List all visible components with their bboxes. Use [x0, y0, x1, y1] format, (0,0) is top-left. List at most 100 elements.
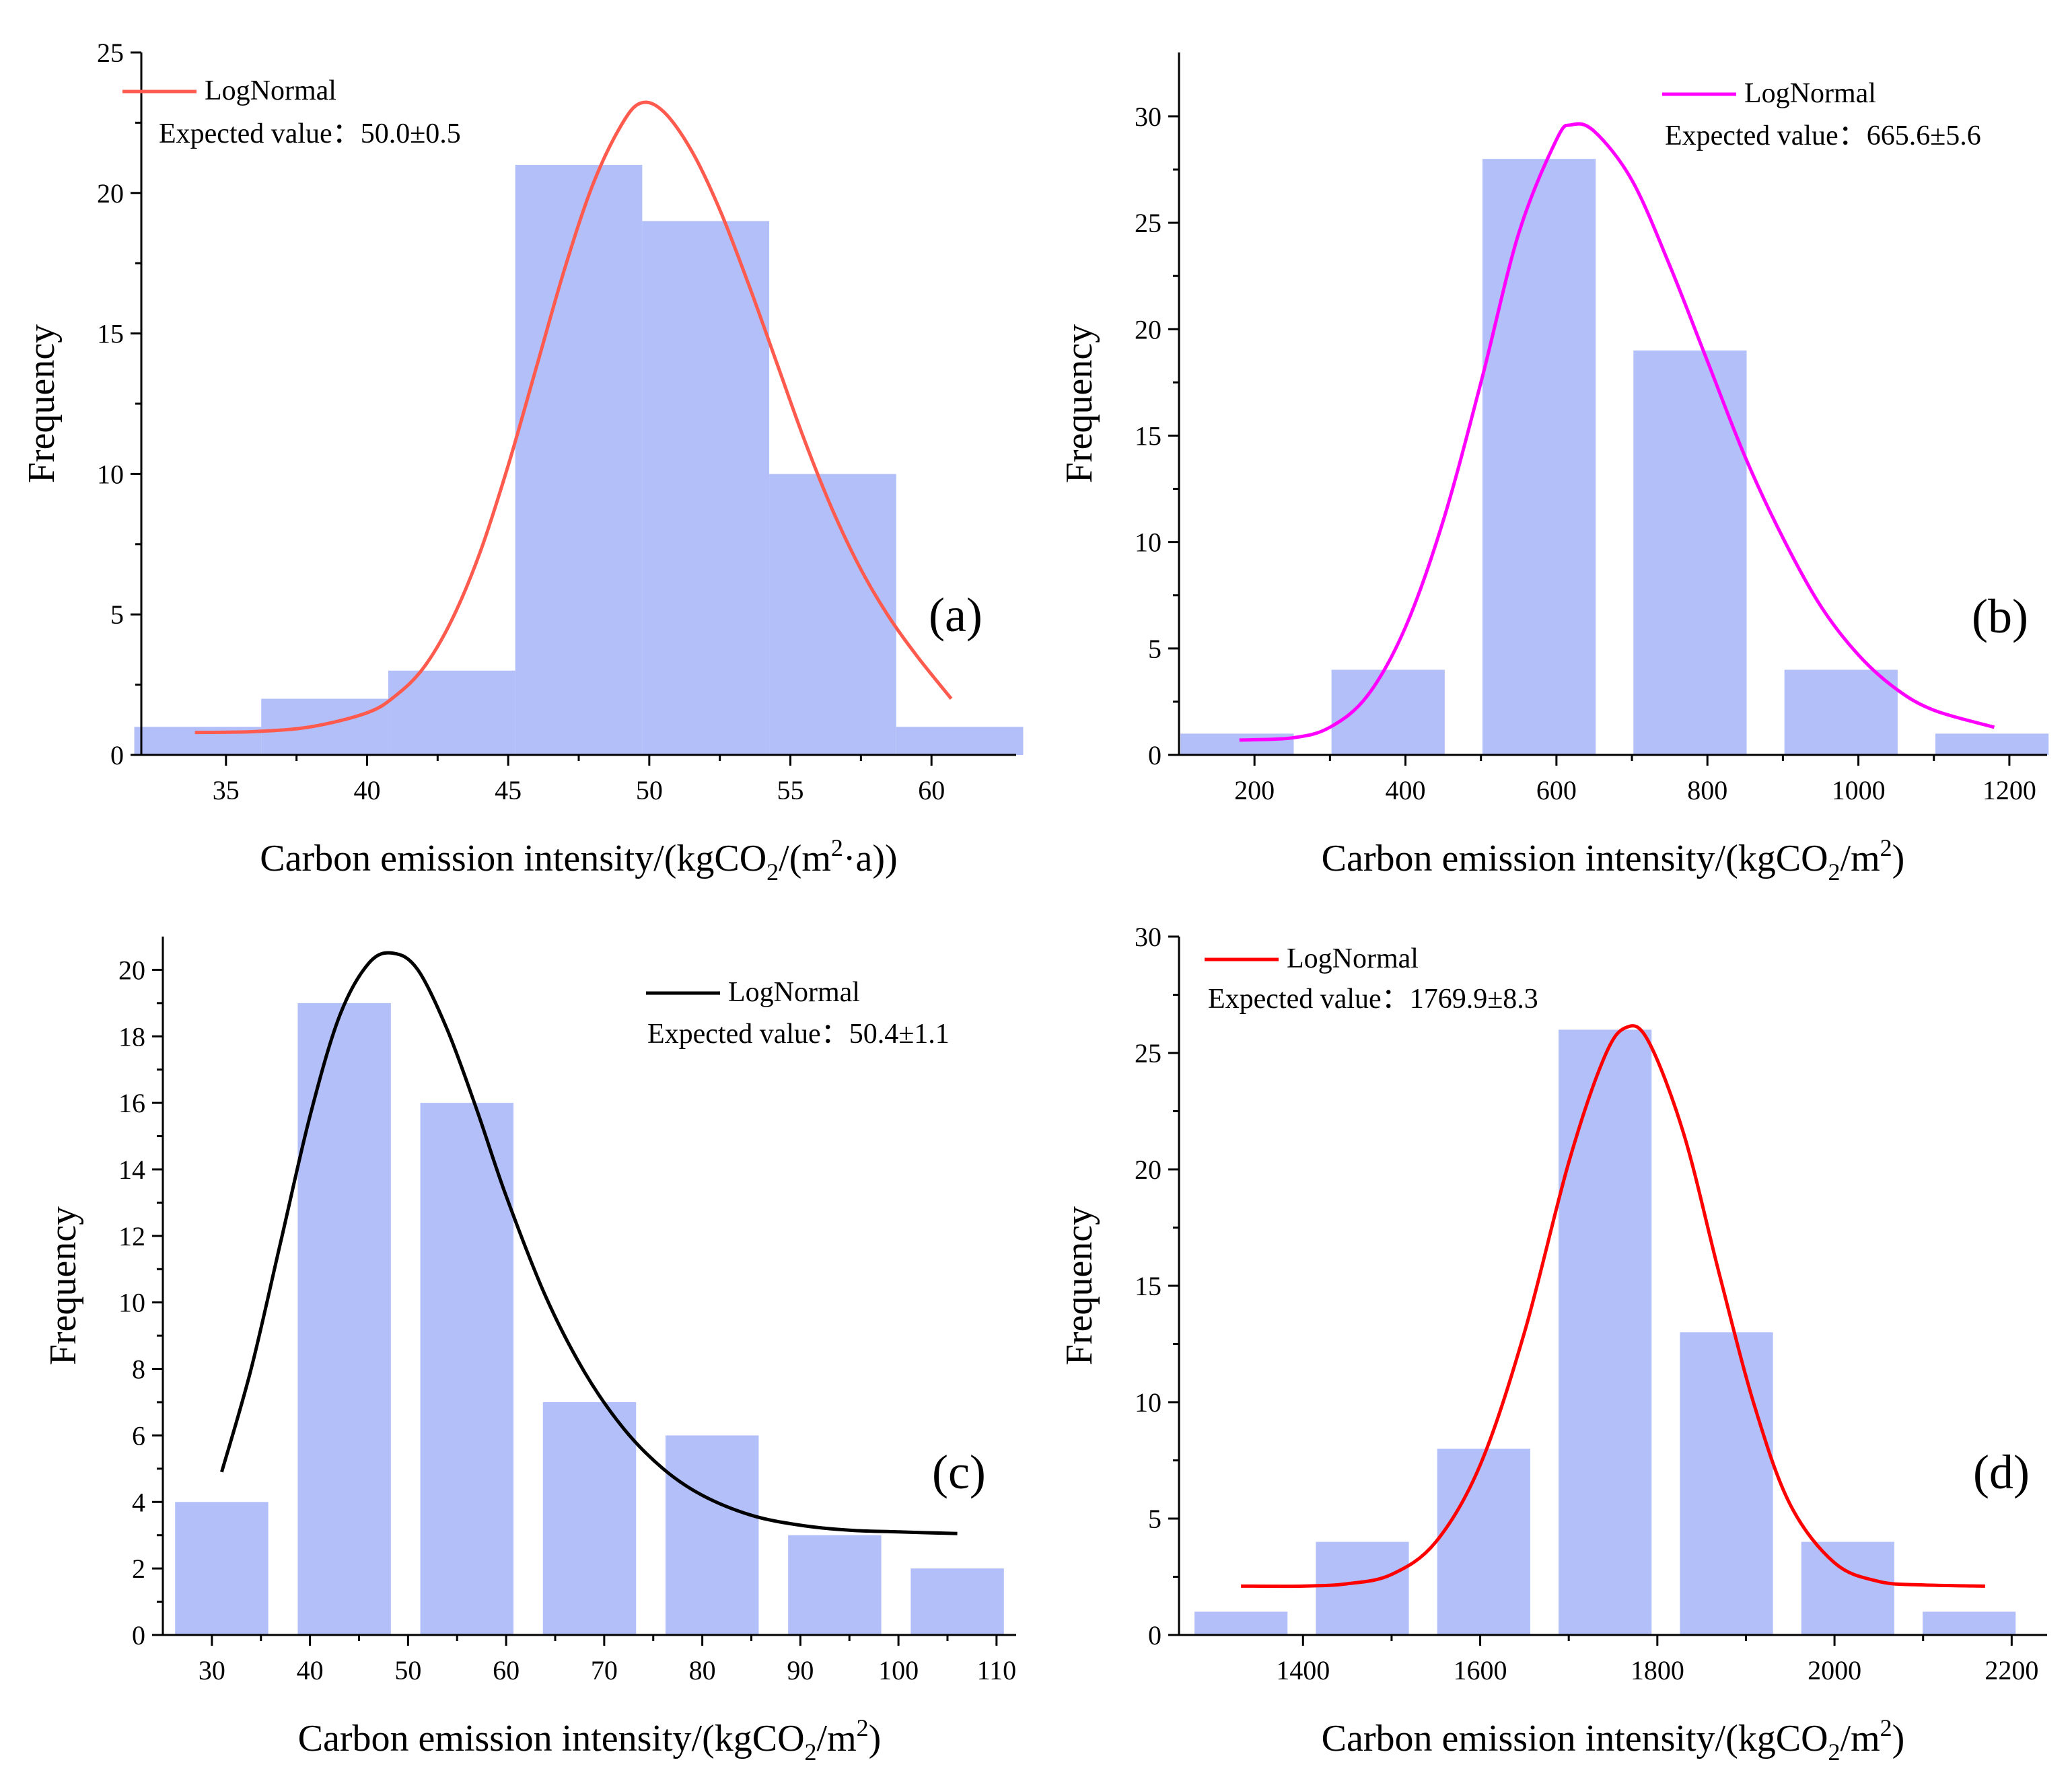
y-tick-label: 14 [118, 1155, 145, 1185]
x-axis-title: Carbon emission intensity/(kgCO2/m2) [298, 1714, 882, 1766]
y-tick-label: 20 [1135, 1155, 1162, 1185]
panel-b: 0 5 10 15 20 25 30 200 400 600 800 1000 1200 Carbon e… [1059, 52, 2049, 885]
panel-d: 0 5 10 15 20 25 30 1400 1600 1800 2000 2200 Carbon e… [1059, 922, 2047, 1766]
y-tick-label: 10 [1135, 527, 1162, 558]
histogram-bar [1331, 669, 1445, 755]
y-tick-label: 5 [1148, 634, 1162, 664]
histogram-bar [1437, 1449, 1530, 1635]
y-tick-label: 12 [118, 1221, 145, 1251]
histogram-bar [642, 221, 770, 755]
y-tick-label: 8 [132, 1354, 145, 1385]
histogram-bar [261, 698, 388, 755]
x-tick-label: 1600 [1454, 1655, 1507, 1685]
histogram-bar [1316, 1541, 1409, 1635]
histogram-bar [420, 1103, 514, 1635]
x-axis-title-part: ) [869, 1718, 882, 1759]
y-tick-label: 0 [132, 1620, 145, 1650]
y-tick-label: 15 [1135, 1271, 1162, 1301]
histogram-bar [297, 1003, 391, 1635]
x-tick-label: 50 [636, 775, 663, 805]
histogram-bar [1923, 1611, 2016, 1635]
x-tick-label: 45 [495, 775, 522, 805]
y-tick-label: 16 [118, 1088, 145, 1118]
x-tick-label: 35 [213, 775, 240, 805]
x-axis-title-subscript: 2 [1828, 859, 1841, 885]
y-tick-label: 20 [1135, 314, 1162, 344]
histogram-bar [388, 670, 515, 755]
panel-label: (b) [1972, 589, 2028, 643]
histogram-bar [1180, 733, 1294, 755]
expected-value-annotation: Expected value：50.0±0.5 [159, 118, 461, 149]
histogram-bar [1784, 669, 1898, 755]
histogram-bar [1680, 1332, 1773, 1635]
legend-label: LogNormal [1287, 943, 1419, 974]
lognormal-fit-curve [1239, 122, 1995, 742]
y-tick-label: 5 [110, 599, 124, 630]
x-tick-label: 40 [353, 775, 380, 805]
x-axis-title: Carbon emission intensity/(kgCO2/m2) [1322, 1714, 1905, 1766]
legend-label: LogNormal [205, 75, 336, 106]
x-tick-label: 1200 [1982, 775, 2036, 805]
y-axis-title: Frequency [1059, 1206, 1100, 1365]
y-tick-label: 25 [1135, 208, 1162, 238]
histogram-bar [665, 1435, 759, 1635]
x-tick-label: 50 [394, 1655, 421, 1685]
y-tick-label: 10 [118, 1288, 145, 1318]
expected-value-annotation: Expected value：665.6±5.6 [1665, 120, 1981, 151]
y-axis-title: Frequency [42, 1206, 84, 1365]
y-tick-label: 25 [97, 38, 124, 68]
y-tick-label: 15 [1135, 421, 1162, 451]
x-axis-title-superscript: 2 [1880, 834, 1892, 861]
x-axis-title-part: /(m [779, 838, 831, 879]
y-tick-label: 30 [1135, 922, 1162, 952]
x-axis-title-superscript: 2 [1880, 1714, 1892, 1741]
y-tick-label: 10 [97, 459, 124, 489]
y-tick-label: 4 [132, 1487, 145, 1517]
histogram-bar [1559, 1029, 1652, 1635]
x-tick-label: 60 [493, 1655, 520, 1685]
histogram-bar [1482, 159, 1596, 755]
panel-a: 0 5 10 15 20 25 35 40 45 50 55 60 Carbon emission in… [21, 38, 1024, 885]
panel-label: (d) [1973, 1445, 2030, 1499]
x-tick-label: 600 [1536, 775, 1577, 805]
x-axis-title-subscript: 2 [805, 1739, 817, 1766]
y-tick-label: 2 [132, 1554, 145, 1584]
x-tick-label: 40 [297, 1655, 324, 1685]
x-axis-title-part: Carbon emission intensity/(kgCO [260, 838, 766, 879]
x-tick-label: 55 [777, 775, 804, 805]
y-tick-label: 5 [1148, 1504, 1162, 1534]
x-axis-title-superscript: 2 [831, 834, 843, 861]
legend-label: LogNormal [728, 977, 860, 1008]
x-axis-title-part: Carbon emission intensity/(kgCO [298, 1718, 805, 1759]
y-tick-label: 15 [97, 319, 124, 349]
x-tick-label: 400 [1386, 775, 1426, 805]
y-tick-label: 30 [1135, 102, 1162, 132]
y-tick-label: 18 [118, 1021, 145, 1052]
y-tick-label: 10 [1135, 1387, 1162, 1418]
expected-value-annotation: Expected value：1769.9±8.3 [1208, 984, 1538, 1015]
x-tick-label: 200 [1234, 775, 1275, 805]
panel-c: 0 2 4 6 8 10 12 14 16 18 20 30 40 50 60 70 80 90 100 110 Car… [42, 937, 1016, 1766]
y-tick-label: 20 [97, 178, 124, 209]
panel-label: (c) [932, 1445, 986, 1499]
x-axis-title-part: /m [817, 1718, 857, 1759]
x-axis-title-part: /m [1841, 1718, 1880, 1759]
histogram-bar [896, 727, 1024, 755]
x-axis-title-part: ·a)) [843, 838, 898, 879]
x-axis-title-part: ) [1892, 838, 1905, 879]
panel-label: (a) [929, 588, 983, 642]
y-tick-label: 20 [118, 955, 145, 985]
x-axis-title-part: Carbon emission intensity/(kgCO [1322, 1718, 1828, 1759]
x-axis-title-subscript: 2 [1828, 1739, 1841, 1766]
x-axis-title-part: ) [1892, 1718, 1905, 1759]
lognormal-fit-curve [1241, 1024, 1985, 1589]
y-axis-title: Frequency [21, 324, 63, 483]
y-tick-label: 0 [1148, 1620, 1162, 1650]
x-tick-label: 80 [689, 1655, 716, 1685]
x-axis-title-part: Carbon emission intensity/(kgCO [1322, 838, 1828, 879]
x-tick-label: 30 [199, 1655, 225, 1685]
x-axis-title: Carbon emission intensity/(kgCO2/(m2·a)) [260, 834, 897, 885]
x-tick-label: 2200 [1985, 1655, 2038, 1685]
y-tick-label: 6 [132, 1420, 145, 1451]
lognormal-fit-curve [220, 951, 958, 1535]
